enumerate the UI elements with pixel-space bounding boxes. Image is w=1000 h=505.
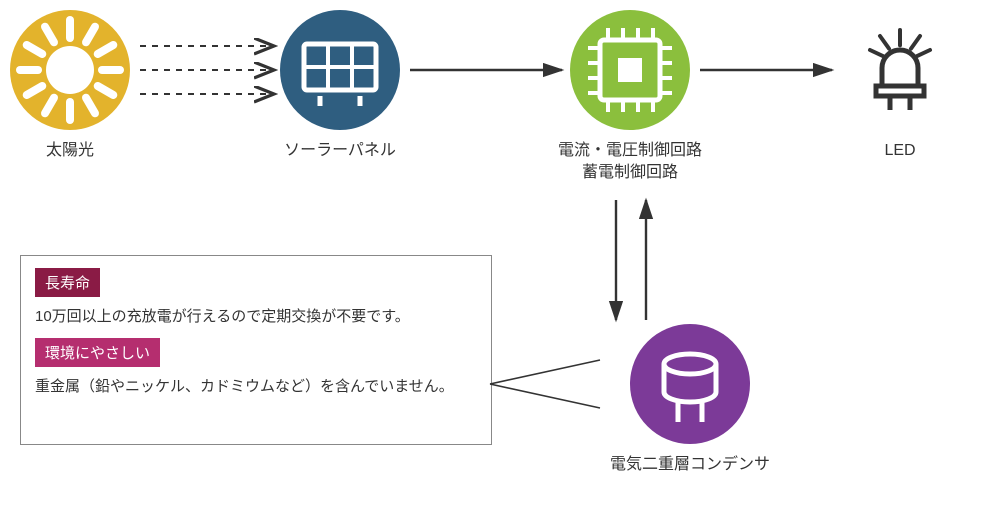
label-circuit: 電流・電圧制御回路蓄電制御回路 bbox=[510, 140, 750, 183]
node-panel bbox=[280, 10, 400, 130]
label-panel: ソーラーパネル bbox=[240, 140, 440, 162]
badge-eco: 環境にやさしい bbox=[35, 338, 160, 367]
node-circuit bbox=[570, 10, 690, 130]
desc-eco: 重金属（鉛やニッケル、カドミウムなど）を含んでいません。 bbox=[35, 375, 477, 398]
badge-longlife: 長寿命 bbox=[35, 268, 100, 297]
info-box: 長寿命 10万回以上の充放電が行えるので定期交換が不要です。 環境にやさしい 重… bbox=[20, 255, 492, 445]
desc-longlife: 10万回以上の充放電が行えるので定期交換が不要です。 bbox=[35, 305, 477, 328]
label-led: LED bbox=[840, 140, 960, 162]
node-sun bbox=[10, 10, 130, 130]
node-led bbox=[840, 10, 960, 130]
label-sun: 太陽光 bbox=[0, 140, 150, 162]
node-capacitor bbox=[630, 324, 750, 444]
label-capacitor: 電気二重層コンデンサ bbox=[570, 454, 810, 476]
